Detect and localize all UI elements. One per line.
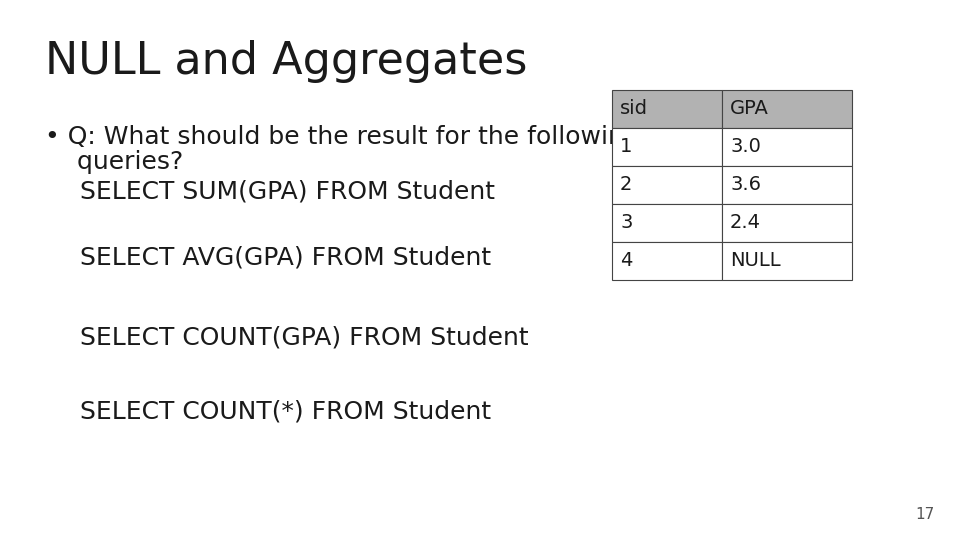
Text: SELECT COUNT(*) FROM Student: SELECT COUNT(*) FROM Student (80, 400, 492, 424)
Bar (722, 204, 852, 242)
Bar (612, 204, 722, 242)
Text: sid: sid (620, 99, 648, 118)
Bar (722, 166, 852, 204)
Text: NULL and Aggregates: NULL and Aggregates (45, 40, 527, 83)
Bar (612, 166, 722, 204)
Text: SELECT AVG(GPA) FROM Student: SELECT AVG(GPA) FROM Student (80, 245, 492, 269)
Bar (722, 90, 852, 128)
Text: SELECT SUM(GPA) FROM Student: SELECT SUM(GPA) FROM Student (80, 180, 495, 204)
Text: NULL: NULL (730, 252, 780, 271)
Text: 2.4: 2.4 (730, 213, 761, 233)
Text: GPA: GPA (730, 99, 769, 118)
Text: 4: 4 (620, 252, 633, 271)
Text: SELECT COUNT(GPA) FROM Student: SELECT COUNT(GPA) FROM Student (80, 325, 529, 349)
Bar (612, 128, 722, 166)
Text: 3: 3 (620, 213, 633, 233)
Text: 3.6: 3.6 (730, 176, 761, 194)
Bar (612, 242, 722, 280)
Text: 17: 17 (916, 507, 935, 522)
Text: 3.0: 3.0 (730, 138, 761, 157)
Text: queries?: queries? (45, 150, 183, 174)
Bar (612, 90, 722, 128)
Text: 2: 2 (620, 176, 633, 194)
Text: 1: 1 (620, 138, 633, 157)
Bar (722, 242, 852, 280)
Bar (722, 128, 852, 166)
Text: • Q: What should be the result for the following: • Q: What should be the result for the f… (45, 125, 639, 149)
